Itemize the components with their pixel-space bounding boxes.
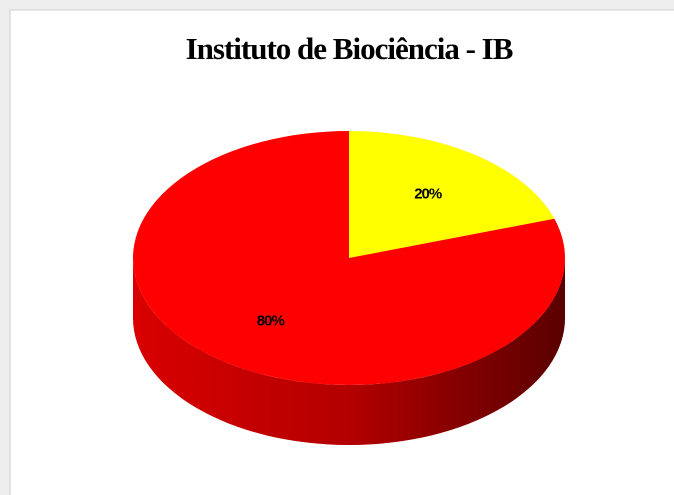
slice [349, 131, 555, 258]
slice [133, 131, 565, 385]
side-shade [133, 258, 565, 445]
chart-title: Instituto de Biociência - IB [186, 31, 513, 66]
data-label: 20% [414, 185, 442, 202]
pie: 20% 80% [133, 131, 565, 445]
data-label: 80% [257, 313, 285, 330]
